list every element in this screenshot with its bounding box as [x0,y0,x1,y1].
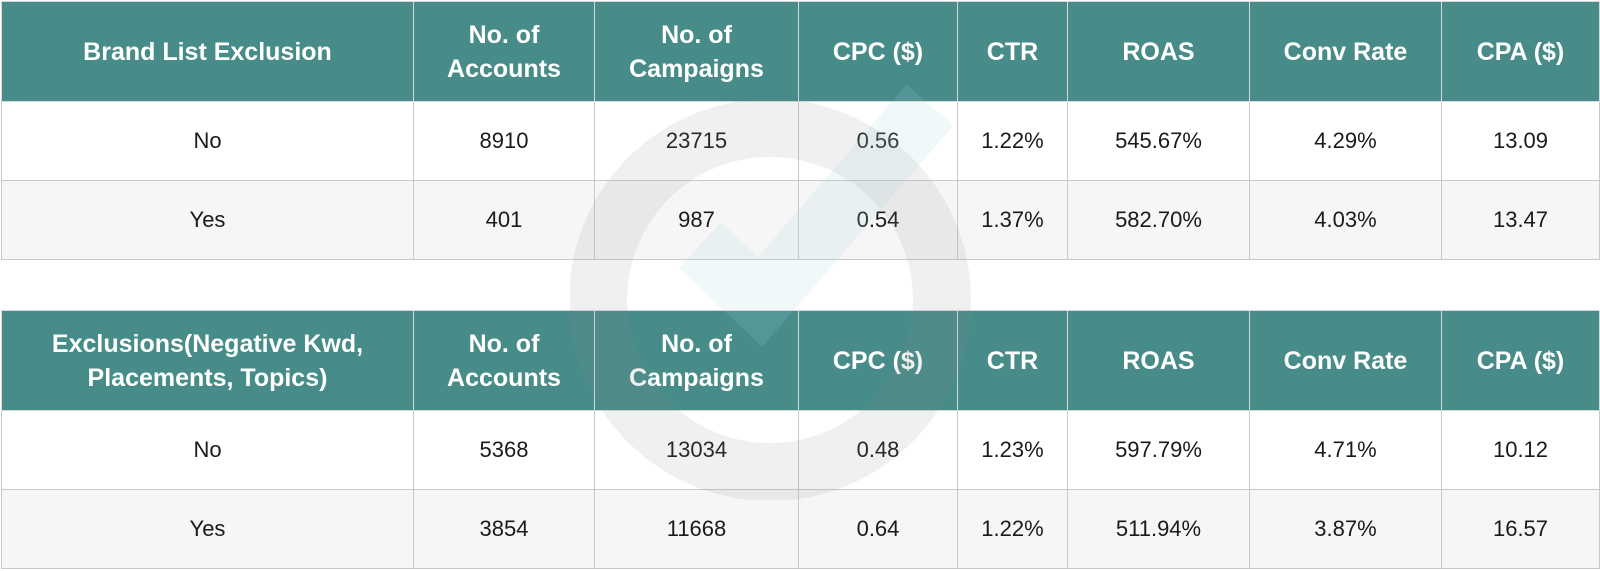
table-cell: 16.57 [1441,489,1600,569]
table-row: Yes 401 987 0.54 1.37% 582.70% 4.03% 13.… [1,180,1600,260]
table-cell: No [1,410,414,490]
table-cell: 4.03% [1249,180,1442,260]
header-conv-rate: Conv Rate [1249,1,1442,102]
table-cell: 1.22% [957,489,1068,569]
table-header-row: Brand List Exclusion No. of Accounts No.… [1,1,1600,102]
table-cell: 23715 [594,101,799,181]
table-cell: 1.37% [957,180,1068,260]
table-row: Yes 3854 11668 0.64 1.22% 511.94% 3.87% … [1,489,1600,569]
header-brand-list-exclusion: Brand List Exclusion [1,1,414,102]
table-cell: Yes [1,489,414,569]
header-cpa: CPA ($) [1441,310,1600,411]
table-cell: 13.47 [1441,180,1600,260]
header-exclusions: Exclusions(Negative Kwd, Placements, Top… [1,310,414,411]
table-cell: 545.67% [1067,101,1250,181]
header-roas: ROAS [1067,1,1250,102]
table-cell: 0.48 [798,410,958,490]
header-cpa: CPA ($) [1441,1,1600,102]
table-cell: 0.56 [798,101,958,181]
table-cell: 13034 [594,410,799,490]
header-cpc: CPC ($) [798,1,958,102]
table-cell: 1.22% [957,101,1068,181]
header-conv-rate: Conv Rate [1249,310,1442,411]
header-no-of-accounts: No. of Accounts [413,1,595,102]
table-cell: 3854 [413,489,595,569]
header-no-of-campaigns: No. of Campaigns [594,1,799,102]
table-cell: 13.09 [1441,101,1600,181]
header-cpc: CPC ($) [798,310,958,411]
table-cell: 582.70% [1067,180,1250,260]
header-no-of-accounts: No. of Accounts [413,310,595,411]
table-cell: 4.29% [1249,101,1442,181]
table-cell: 597.79% [1067,410,1250,490]
table-cell: 0.54 [798,180,958,260]
table-cell: 1.23% [957,410,1068,490]
table-cell: No [1,101,414,181]
table-row: No 8910 23715 0.56 1.22% 545.67% 4.29% 1… [1,101,1600,181]
table-cell: 4.71% [1249,410,1442,490]
exclusions-table: Exclusions(Negative Kwd, Placements, Top… [1,310,1600,569]
header-ctr: CTR [957,310,1068,411]
table-cell: 3.87% [1249,489,1442,569]
table-cell: 10.12 [1441,410,1600,490]
table-cell: 5368 [413,410,595,490]
table-row: No 5368 13034 0.48 1.23% 597.79% 4.71% 1… [1,410,1600,490]
header-roas: ROAS [1067,310,1250,411]
table-cell: 8910 [413,101,595,181]
header-ctr: CTR [957,1,1068,102]
table-cell: 0.64 [798,489,958,569]
table-cell: Yes [1,180,414,260]
table-cell: 511.94% [1067,489,1250,569]
brand-list-exclusion-table: Brand List Exclusion No. of Accounts No.… [1,1,1600,260]
table-header-row: Exclusions(Negative Kwd, Placements, Top… [1,310,1600,411]
table-cell: 11668 [594,489,799,569]
table-cell: 987 [594,180,799,260]
header-no-of-campaigns: No. of Campaigns [594,310,799,411]
table-cell: 401 [413,180,595,260]
